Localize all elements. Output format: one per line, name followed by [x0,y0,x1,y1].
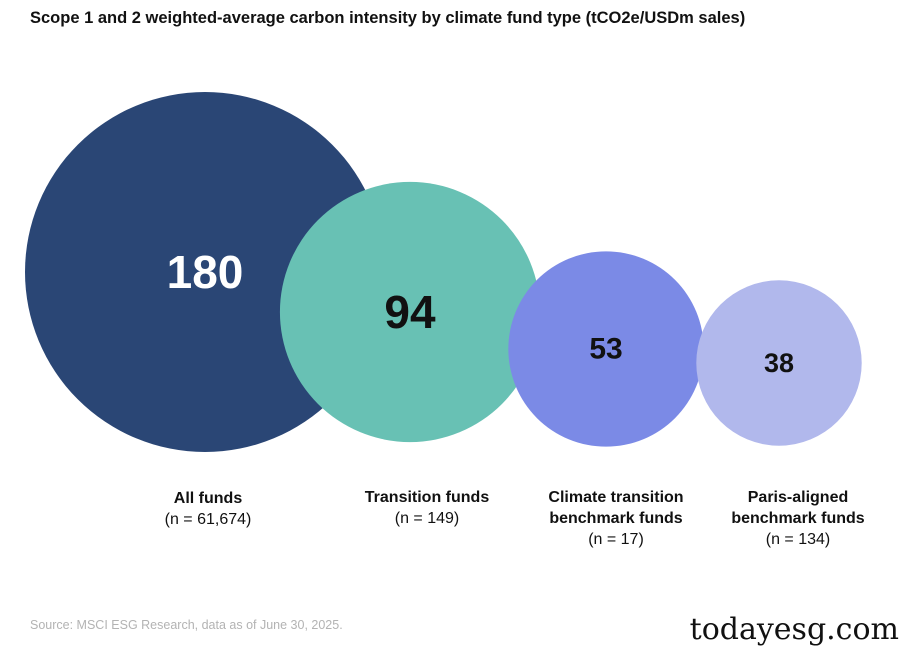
category-label-all-funds: All funds (n = 61,674) [165,488,252,530]
bubble-transition-funds [279,181,541,443]
bubble-value-label-paris-aligned-benchmark-funds: 38 [764,348,794,378]
category-name: Transition funds [364,489,490,506]
category-sample-size: (n = 134) [765,531,831,548]
category-sample-size: (n = 17) [588,531,644,548]
chart-title: Scope 1 and 2 weighted-average carbon in… [30,9,746,27]
category-label-paris-aligned-benchmark-funds: Paris-aligned benchmark funds (n = 134) [731,487,864,550]
category-name: All funds [173,490,243,507]
bubble-value-label-all-funds: 180 [167,246,244,298]
bubble-paris-aligned-benchmark-funds [696,280,862,446]
category-sample-size: (n = 149) [394,510,460,527]
category-name: Climate transition benchmark funds [548,489,684,527]
bubble-climate-transition-benchmark-funds [508,251,704,447]
source-note: Source: MSCI ESG Research, data as of Ju… [30,618,343,632]
category-label-transition-funds: Transition funds (n = 149) [365,487,489,529]
bubble-value-label-climate-transition-benchmark-funds: 53 [589,333,622,366]
bubble-value-label-transition-funds: 94 [384,286,436,338]
category-name: Paris-aligned benchmark funds [731,489,865,527]
category-sample-size: (n = 61,674) [164,511,252,528]
watermark: todayesg.com [685,612,903,647]
bubble-chart: 180 94 53 38 [25,92,862,452]
category-label-climate-transition-benchmark-funds: Climate transition benchmark funds (n = … [548,487,683,550]
